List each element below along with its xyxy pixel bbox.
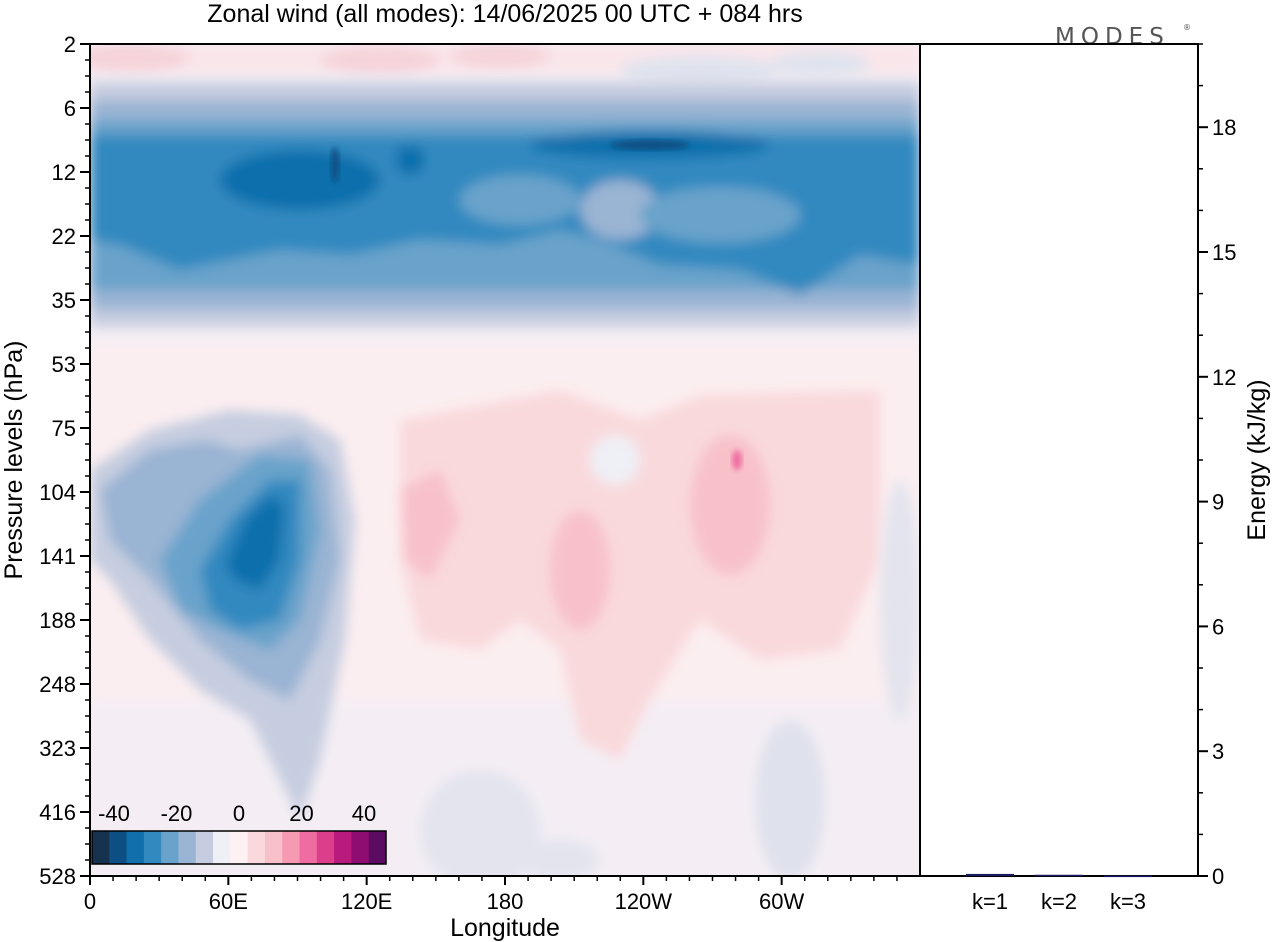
colorbar-swatch: [230, 831, 249, 864]
energy-tick-label: 9: [1212, 490, 1224, 515]
y-tick-label: 22: [52, 224, 76, 249]
colorbar-swatch: [351, 831, 370, 864]
x-tick-label: 180: [487, 889, 524, 914]
colorbar-swatch: [299, 831, 318, 864]
colorbar-tick-label: 40: [352, 801, 376, 826]
y-tick-label: 2: [64, 32, 76, 57]
x-axis-title: Longitude: [450, 914, 560, 942]
y-tick-label: 416: [39, 800, 76, 825]
colorbar-swatch: [334, 831, 352, 864]
colorbar-swatch: [247, 831, 266, 864]
energy-bar: [1104, 875, 1152, 878]
colorbar-swatch: [195, 831, 214, 864]
colorbar-swatch: [126, 831, 145, 864]
energy-bar: [966, 873, 1014, 876]
energy-tick-label: 3: [1212, 739, 1224, 764]
longitude-axis: Longitude 0 60E 120E 180 120W 60W: [84, 876, 898, 942]
colorbar-swatch: [213, 831, 231, 864]
colorbar: -40 -20 0 20 40: [91, 801, 387, 865]
colorbar-swatch: [92, 831, 110, 864]
colorbar-swatch: [368, 831, 387, 864]
energy-category-label: k=3: [1110, 889, 1146, 914]
pressure-axis: Pressure levels (hPa) 2 6 12 22 35 53 75 104 141…: [0, 32, 90, 889]
energy-frame: [919, 43, 1199, 877]
colorbar-swatch: [161, 831, 179, 864]
registered-mark-icon: ®: [1183, 23, 1191, 32]
colorbar-tick-label: -20: [161, 801, 193, 826]
chart-title: Zonal wind (all modes): 14/06/2025 00 UT…: [207, 0, 802, 28]
zonal-wind-field: [90, 44, 920, 876]
colorbar-swatch: [282, 831, 301, 864]
x-tick-label: 60W: [759, 889, 804, 914]
y-tick-label: 35: [52, 288, 76, 313]
y-tick-label: 141: [39, 544, 76, 569]
y-tick-label: 53: [52, 352, 76, 377]
y-tick-label: 104: [39, 480, 76, 505]
colorbar-swatch: [264, 831, 283, 864]
colorbar-tick-label: 0: [233, 801, 245, 826]
x-tick-label: 120E: [341, 889, 392, 914]
energy-category-label: k=2: [1041, 889, 1077, 914]
energy-panel: Energy (kJ/kg) 0 3 6 9 12 15 18 k=1 k=2 k=3: [919, 43, 1271, 914]
y-tick-label: 6: [64, 96, 76, 121]
y-tick-label: 188: [39, 608, 76, 633]
energy-axis-title: Energy (kJ/kg): [1243, 379, 1271, 540]
x-tick-label: 60E: [209, 889, 248, 914]
y-tick-label: 75: [52, 416, 76, 441]
energy-category-label: k=1: [972, 889, 1008, 914]
colorbar-swatch: [178, 831, 197, 864]
energy-bar: [1035, 874, 1083, 877]
colorbar-outline: [91, 830, 387, 865]
y-axis-title: Pressure levels (hPa): [0, 341, 28, 580]
x-tick-label: 120W: [615, 889, 673, 914]
y-tick-label: 323: [39, 736, 76, 761]
x-tick-label: 0: [84, 889, 96, 914]
colorbar-swatch: [109, 831, 128, 864]
colorbar-swatch: [143, 831, 162, 864]
energy-tick-label: 0: [1212, 864, 1224, 889]
colorbar-swatch: [316, 831, 335, 864]
colorbar-tick-label: 20: [289, 801, 313, 826]
colorbar-tick-label: -40: [98, 801, 130, 826]
energy-tick-label: 6: [1212, 614, 1224, 639]
y-tick-label: 12: [52, 160, 76, 185]
y-tick-label: 248: [39, 672, 76, 697]
y-tick-label: 528: [39, 864, 76, 889]
energy-tick-label: 18: [1212, 115, 1236, 140]
energy-tick-label: 12: [1212, 365, 1236, 390]
energy-tick-label: 15: [1212, 240, 1236, 265]
